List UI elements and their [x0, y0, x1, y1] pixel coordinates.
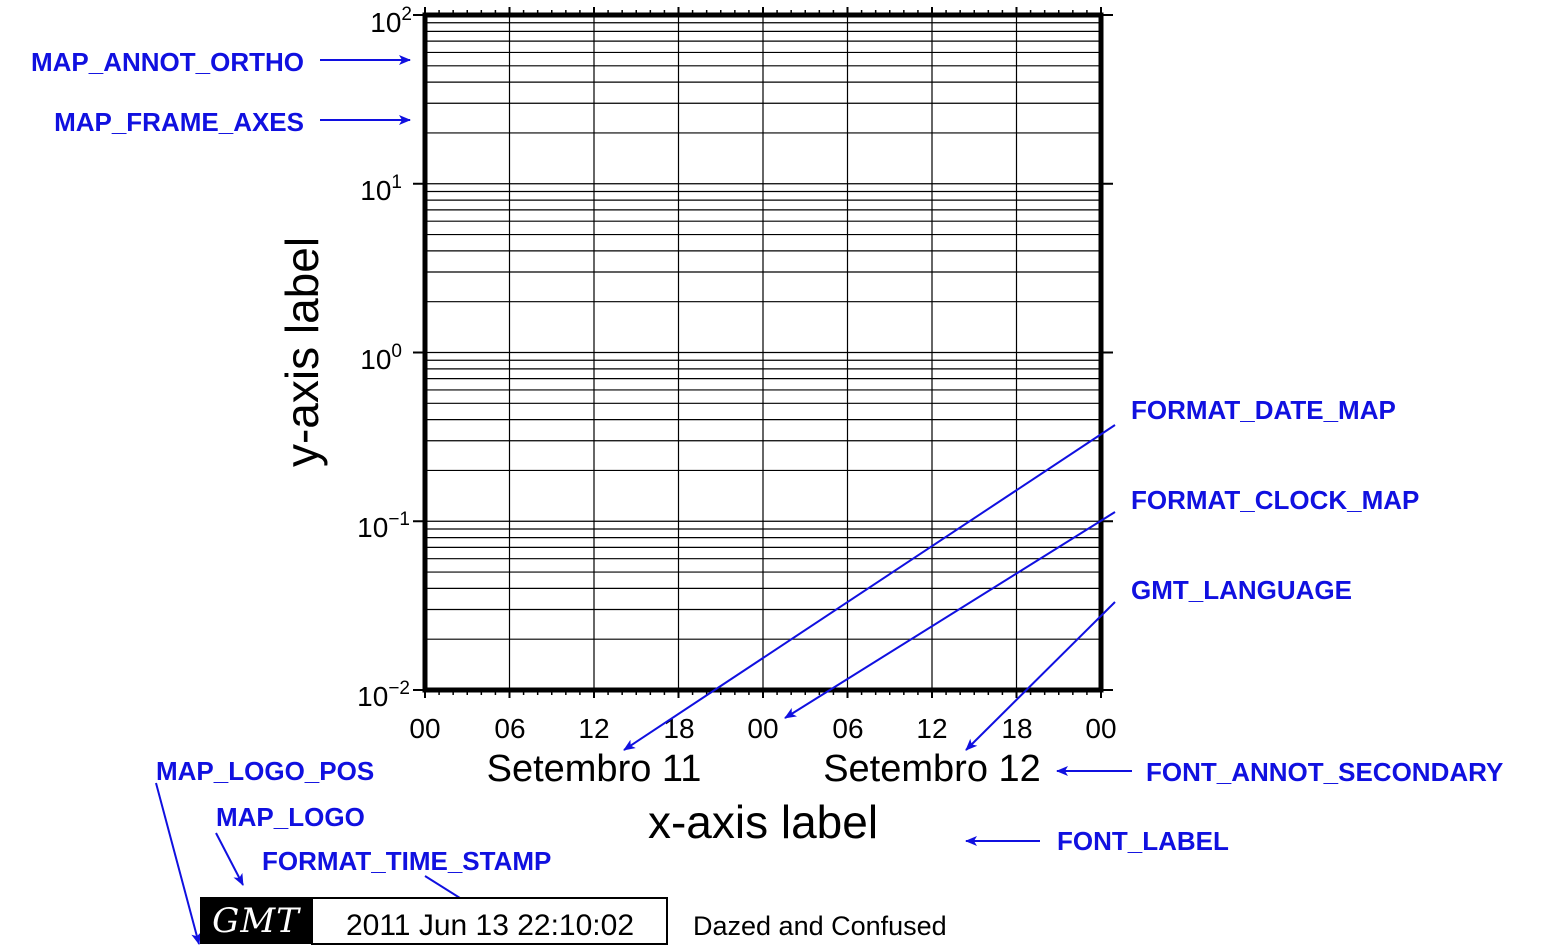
horizontal-gridlines: [425, 22, 1101, 691]
logo-text: GMT: [212, 901, 301, 941]
plot-frame: [422, 12, 1104, 693]
x-tick-label: 18: [1001, 713, 1032, 744]
timestamp-box: [311, 897, 668, 945]
x-tick-label: 18: [663, 713, 694, 744]
label-format-time-stamp: FORMAT_TIME_STAMP: [262, 846, 551, 876]
arrow-gmt-language: [965, 601, 1116, 751]
label-font-annot-secondary: FONT_ANNOT_SECONDARY: [1146, 757, 1503, 787]
logo-box: [200, 897, 312, 944]
label-format-date-map: FORMAT_DATE_MAP: [1131, 395, 1396, 425]
label-format-clock-map: FORMAT_CLOCK_MAP: [1131, 485, 1419, 515]
label-map-frame-axes: MAP_FRAME_AXES: [54, 107, 304, 137]
arrow-format-date-map: [623, 424, 1116, 751]
x-tick-label: 12: [578, 713, 609, 744]
x-tick-label: 06: [494, 713, 525, 744]
y-tick-label: 100: [360, 341, 402, 375]
arrow-map-logo: [215, 832, 244, 886]
label-map-logo: MAP_LOGO: [216, 802, 365, 832]
y-tick-labels: 102 101 100 10−1 10−2: [357, 4, 412, 712]
timestamp-label: Dazed and Confused: [693, 911, 947, 941]
x-tick-label: 00: [409, 713, 440, 744]
x-secondary-label: Setembro 11: [487, 748, 702, 790]
y-tick-label: 10−2: [357, 678, 410, 712]
x-secondary-labels: Setembro 11 Setembro 12: [487, 748, 1041, 790]
x-tick-label: 00: [1085, 713, 1116, 744]
x-tick-label: 12: [916, 713, 947, 744]
x-tick-labels: 00 06 12 18 00 06 12 18 00: [409, 713, 1116, 744]
annotation-arrows: [155, 55, 1132, 945]
arrow-map-logo-pos: [155, 782, 201, 945]
gmt-logo-stamp: GMT 2011 Jun 13 22:10:02 Dazed and Confu…: [200, 897, 947, 945]
label-map-annot-ortho: MAP_ANNOT_ORTHO: [31, 47, 304, 77]
label-map-logo-pos: MAP_LOGO_POS: [156, 756, 374, 786]
label-gmt-language: GMT_LANGUAGE: [1131, 575, 1352, 605]
x-secondary-label: Setembro 12: [823, 748, 1041, 790]
label-font-label: FONT_LABEL: [1057, 826, 1229, 856]
x-tick-label: 00: [747, 713, 778, 744]
x-axis-label: x-axis label: [648, 796, 878, 848]
y-axis-label: y-axis label: [276, 237, 328, 467]
arrow-format-clock-map: [784, 511, 1116, 719]
annotation-labels: MAP_ANNOT_ORTHO MAP_FRAME_AXES FORMAT_DA…: [31, 47, 1503, 876]
y-tick-label: 101: [360, 172, 402, 206]
y-tick-label: 10−1: [357, 509, 410, 543]
timestamp-text: 2011 Jun 13 22:10:02: [346, 909, 634, 942]
x-tick-label: 06: [832, 713, 863, 744]
y-tick-label: 102: [370, 4, 412, 38]
